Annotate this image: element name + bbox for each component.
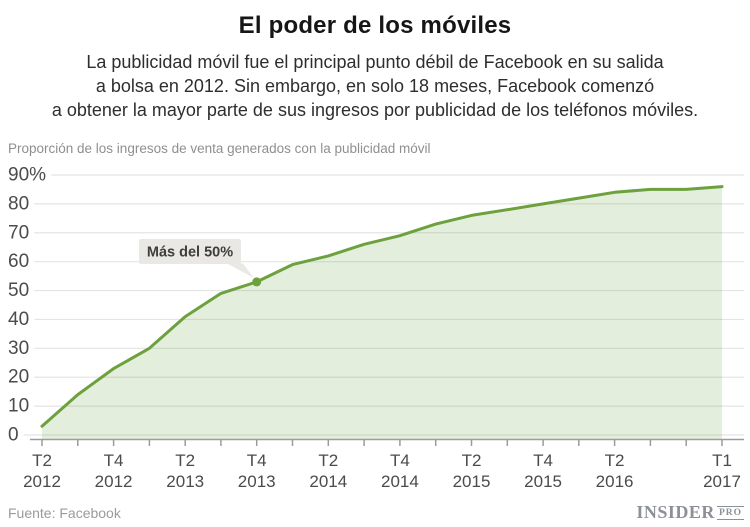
y-tick-label: 50 (8, 280, 29, 301)
x-tick-quarter-label: T2 (32, 451, 52, 470)
x-tick-quarter-label: T1 (712, 451, 732, 470)
y-tick-label: 20 (8, 367, 29, 388)
data-point-marker (252, 277, 262, 287)
x-tick-year-label: 2014 (381, 472, 419, 491)
x-tick-year-label: 2014 (309, 472, 347, 491)
annotation-bubble (139, 239, 241, 264)
x-tick-year-label: 2017 (703, 472, 741, 491)
annotation-tail (227, 263, 254, 278)
x-tick-year-label: 2012 (95, 472, 133, 491)
x-tick-quarter-label: T4 (104, 451, 124, 470)
source-note: Fuente: Facebook (8, 505, 121, 521)
page-title: El poder de los móviles (238, 12, 512, 39)
logo-pro-badge: PRO (716, 506, 744, 520)
footer: Fuente: Facebook INSIDER PRO (8, 502, 744, 523)
subtitle-line: La publicidad móvil fue el principal pun… (86, 52, 664, 72)
y-tick-label: 30 (8, 338, 29, 359)
chart-kicker: Proporción de los ingresos de venta gene… (8, 141, 431, 156)
y-tick-label: 40 (8, 309, 29, 330)
y-tick-label: 60 (8, 251, 29, 272)
x-tick-quarter-label: T4 (390, 451, 410, 470)
x-tick-quarter-label: T4 (247, 451, 267, 470)
subtitle-line: a obtener la mayor parte de sus ingresos… (51, 100, 699, 120)
x-tick-year-label: 2015 (524, 472, 562, 491)
logo-text: INSIDER (636, 502, 715, 522)
x-tick-quarter-label: T2 (605, 451, 625, 470)
y-tick-label: 90% (8, 165, 46, 186)
y-tick-label: 80 (8, 193, 29, 214)
subtitle-line: a bolsa en 2012. Sin embargo, en solo 18… (95, 76, 655, 96)
y-tick-label: 70 (8, 222, 29, 243)
area-fill (42, 186, 722, 439)
x-tick-quarter-label: T2 (462, 451, 482, 470)
annotation-label: Más del 50% (147, 245, 233, 261)
x-tick-quarter-label: T2 (318, 451, 338, 470)
x-tick-quarter-label: T4 (533, 451, 553, 470)
x-tick-year-label: 2016 (596, 472, 634, 491)
y-tick-label: 0 (8, 425, 19, 446)
x-tick-year-label: 2012 (23, 472, 61, 491)
insider-pro-logo: INSIDER PRO (636, 502, 744, 523)
x-tick-year-label: 2015 (453, 472, 491, 491)
x-tick-quarter-label: T2 (175, 451, 195, 470)
y-tick-label: 10 (8, 396, 29, 417)
subtitle: La publicidad móvil fue el principal pun… (0, 50, 750, 122)
x-tick-year-label: 2013 (238, 472, 276, 491)
trend-line (40, 185, 724, 428)
x-tick-year-label: 2013 (166, 472, 204, 491)
